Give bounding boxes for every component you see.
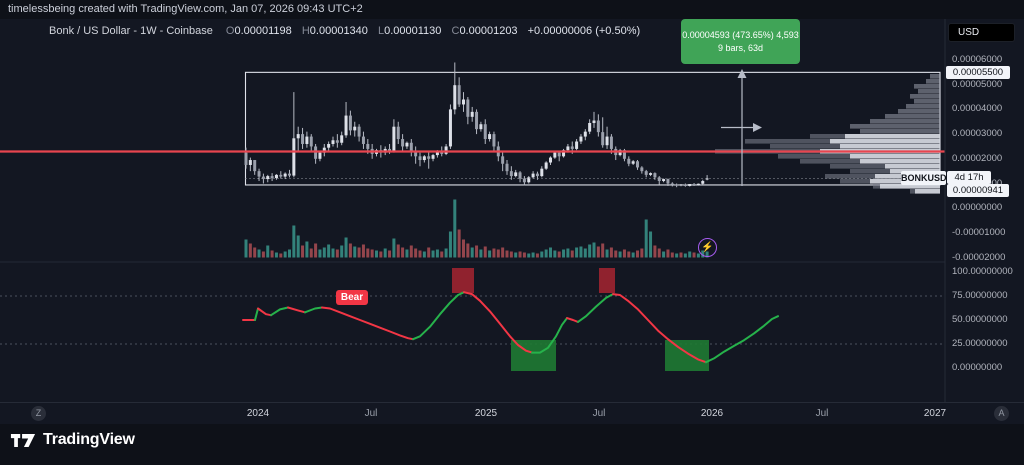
time-tick: 2026 (700, 408, 724, 419)
ohlc-close-label: C (451, 25, 460, 37)
tradingview-logo[interactable]: TradingView (10, 431, 135, 449)
ohlc-low-label: L (377, 25, 385, 37)
symbol-title[interactable]: Bonk / US Dollar - 1W - Coinbase (49, 25, 213, 37)
measure-line1: 0.00004593 (473.65%) 4,593 (682, 30, 799, 40)
price-tick: 0.00002000 (952, 152, 1003, 164)
time-axis[interactable]: Z A 2024 Jul 2025 Jul 2026 Jul 2027 (0, 402, 1024, 425)
bar-countdown-label: 4d 17h (947, 171, 991, 184)
tradingview-logo-text: TradingView (43, 431, 135, 448)
price-axis[interactable]: 0.00006000 0.00005000 0.00004000 0.00003000… (945, 19, 1024, 403)
time-tick: 2025 (474, 408, 498, 419)
time-tick: Jul (364, 408, 378, 419)
price-tick: -0.00001000 (952, 226, 1006, 238)
ohlc-high-label: H (301, 25, 310, 37)
ohlc-open-label: O (225, 25, 235, 37)
measure-tool-box[interactable]: 0.00004593 (473.65%) 4,593 9 bars, 63d (681, 19, 800, 64)
timezone-button[interactable]: Z (31, 406, 46, 421)
time-tick: Jul (592, 408, 606, 419)
price-tick: -0.00002000 (952, 251, 1006, 263)
ohlc-high-value: 0.00001340 (309, 25, 368, 37)
measure-line2: 9 bars, 63d (717, 43, 764, 53)
ohlc-open-value: 0.00001198 (234, 25, 292, 37)
indicator-tick: 0.00000000 (952, 362, 1003, 373)
symbol-legend[interactable]: Bonk / US Dollar - 1W - Coinbase O0.0000… (49, 25, 640, 37)
lightning-icon[interactable]: ⚡ (698, 238, 717, 257)
time-tick: 2024 (246, 408, 270, 419)
price-tick: 0.00006000 (952, 54, 1003, 65)
auto-scale-button[interactable]: A (994, 406, 1009, 421)
box-top-price-label: 0.00005500 (946, 66, 1010, 79)
attribution-text: timelessbeing created with TradingView.c… (8, 3, 363, 15)
price-change: +0.00000006 (+0.50%) (527, 25, 641, 37)
price-tick: 0.00000000 (952, 202, 1003, 214)
attribution-bar: timelessbeing created with TradingView.c… (0, 0, 1024, 19)
time-tick: 2027 (923, 408, 947, 419)
price-tick: 0.00004000 (952, 103, 1003, 115)
indicator-tick: 75.00000000 (952, 290, 1008, 301)
footer-bar (0, 424, 1024, 465)
indicator-tick: 50.00000000 (952, 314, 1008, 325)
ohlc-close-value: 0.00001203 (459, 25, 518, 37)
indicator-tick: 100.00000000 (952, 266, 1013, 277)
indicator-tick: 25.00000000 (952, 338, 1008, 349)
last-price-label: 0.00000941 (947, 184, 1009, 197)
tradingview-logo-icon (10, 433, 36, 447)
symbol-price-tag: BONKUSD (901, 171, 947, 185)
currency-toggle-button[interactable]: USD (948, 23, 1015, 42)
price-tick: 0.00005000 (952, 78, 1003, 90)
price-tick: 0.00003000 (952, 128, 1003, 140)
ohlc-low-value: 0.00001130 (384, 25, 442, 37)
time-tick: Jul (815, 408, 829, 419)
bear-signal-label: Bear (336, 290, 368, 305)
